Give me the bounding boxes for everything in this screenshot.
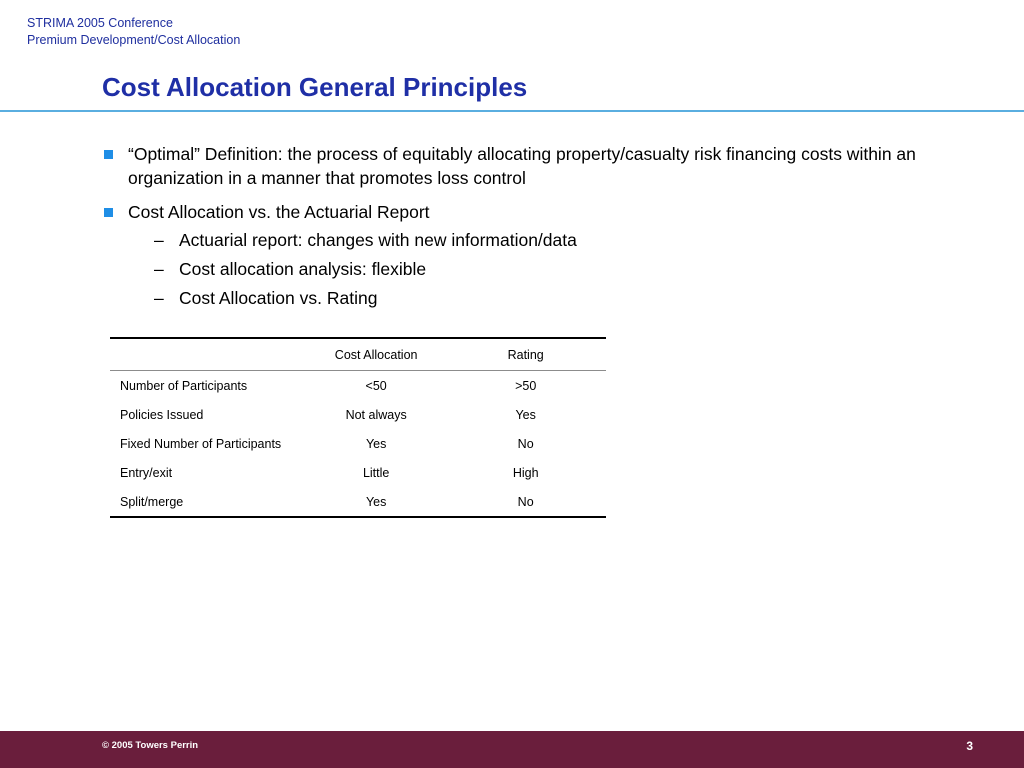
- square-bullet-icon: [104, 150, 113, 159]
- bullet-cost-allocation-vs-actuarial: Cost Allocation vs. the Actuarial Report…: [102, 200, 982, 310]
- table-header-rating: Rating: [445, 339, 606, 371]
- conference-name: STRIMA 2005 Conference: [27, 16, 173, 30]
- table-header-cost-allocation: Cost Allocation: [306, 339, 446, 371]
- table-header-label: [110, 339, 307, 371]
- dash-bullet-icon: –: [154, 288, 164, 308]
- bullet-optimal-definition: “Optimal” Definition: the process of equ…: [102, 142, 982, 190]
- page-title: Cost Allocation General Principles: [102, 72, 528, 102]
- table-cell-label: Split/merge: [120, 495, 184, 509]
- table-cell-rating: >50: [515, 379, 537, 393]
- presentation-subject: Premium Development/Cost Allocation: [27, 33, 241, 47]
- table-header-row: Cost Allocation Rating: [110, 339, 606, 371]
- table-row: Split/merge Yes No: [110, 487, 606, 516]
- bullet-text: “Optimal” Definition: the process of equ…: [128, 144, 916, 188]
- comparison-table-wrapper: Cost Allocation Rating Number of Partici…: [110, 337, 606, 518]
- sub-bullet-cost-allocation-analysis: – Cost allocation analysis: flexible: [128, 257, 982, 281]
- table-row: Policies Issued Not always Yes: [110, 400, 606, 429]
- sub-bullet-text: Cost allocation analysis: flexible: [179, 259, 427, 279]
- sub-bullet-list: – Actuarial report: changes with new inf…: [128, 228, 982, 310]
- copyright-text: © 2005 Towers Perrin: [102, 740, 199, 751]
- table-cell-cost-allocation: Little: [362, 466, 390, 480]
- dash-bullet-icon: –: [154, 230, 164, 250]
- sub-bullet-text: Cost Allocation vs. Rating: [179, 288, 378, 308]
- sub-bullet-actuarial-report: – Actuarial report: changes with new inf…: [128, 228, 982, 252]
- table-cell-rating: No: [517, 437, 534, 451]
- table-row: Number of Participants <50 >50: [110, 371, 606, 401]
- table-cell-label: Number of Participants: [120, 379, 248, 393]
- square-bullet-icon: [104, 208, 113, 217]
- table-cell-cost-allocation: Yes: [365, 437, 387, 451]
- table-cell-cost-allocation: Yes: [365, 495, 387, 509]
- table-row: Fixed Number of Participants Yes No: [110, 429, 606, 458]
- table-cell-label: Entry/exit: [120, 466, 173, 480]
- sub-bullet-cost-allocation-vs-rating: – Cost Allocation vs. Rating: [128, 286, 982, 310]
- slide-header: STRIMA 2005 Conference Premium Developme…: [27, 15, 240, 49]
- table-cell-label: Policies Issued: [120, 408, 204, 422]
- page-number: 3: [966, 739, 973, 753]
- bullet-text: Cost Allocation vs. the Actuarial Report: [128, 202, 430, 222]
- table-cell-label: Fixed Number of Participants: [120, 437, 282, 451]
- comparison-table: Cost Allocation Rating Number of Partici…: [110, 339, 606, 516]
- dash-bullet-icon: –: [154, 259, 164, 279]
- table-cell-rating: No: [517, 495, 534, 509]
- table-row: Entry/exit Little High: [110, 458, 606, 487]
- table-cell-rating: Yes: [515, 408, 536, 422]
- table-cell-cost-allocation: <50: [365, 379, 387, 393]
- footer-bar: © 2005 Towers Perrin 3: [0, 731, 1024, 768]
- table-cell-rating: High: [512, 466, 539, 480]
- title-divider: [0, 110, 1024, 112]
- bullet-list: “Optimal” Definition: the process of equ…: [102, 142, 982, 320]
- table-cell-cost-allocation: Not always: [345, 408, 407, 422]
- sub-bullet-text: Actuarial report: changes with new infor…: [179, 230, 577, 250]
